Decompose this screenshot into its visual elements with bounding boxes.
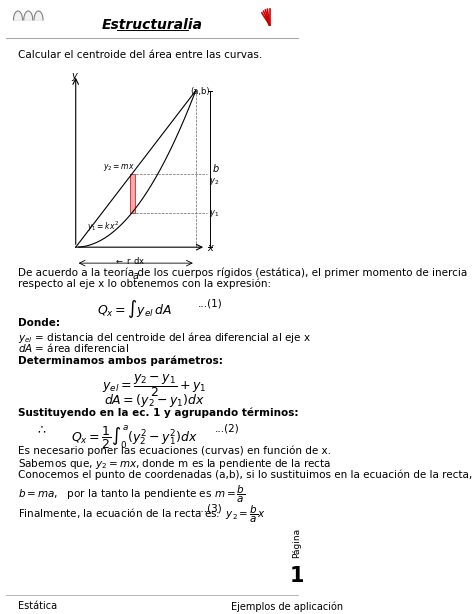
Text: $y_{el} = \dfrac{y_2 - y_1}{2} + y_1$: $y_{el} = \dfrac{y_2 - y_1}{2} + y_1$ bbox=[102, 371, 206, 398]
Text: ...(2): ...(2) bbox=[215, 424, 240, 433]
Text: Estática: Estática bbox=[18, 601, 57, 611]
Text: Finalmente, la ecuación de la recta es:  $y_2 = \dfrac{b}{a}x$: Finalmente, la ecuación de la recta es: … bbox=[18, 503, 266, 524]
Text: $Q_x = \dfrac{1}{2}\int_0^a (y_2^2 - y_1^2)dx$: $Q_x = \dfrac{1}{2}\int_0^a (y_2^2 - y_1… bbox=[72, 424, 198, 451]
Bar bbox=[129, 174, 135, 212]
Text: De acuerdo a la teoría de los cuerpos rígidos (estática), el primer momento de i: De acuerdo a la teoría de los cuerpos rí… bbox=[18, 267, 467, 278]
Text: b: b bbox=[213, 164, 219, 174]
Text: a: a bbox=[133, 271, 139, 281]
Text: (a,b): (a,b) bbox=[191, 87, 210, 96]
Text: Es necesario poner las ecuaciones (curvas) en función de x.: Es necesario poner las ecuaciones (curva… bbox=[18, 446, 331, 456]
Text: Ejemplos de aplicación: Ejemplos de aplicación bbox=[231, 601, 343, 612]
Text: $y_2 = mx$: $y_2 = mx$ bbox=[103, 163, 134, 174]
Text: $\leftarrow$ r dx: $\leftarrow$ r dx bbox=[114, 255, 145, 266]
Text: Sustituyendo en la ec. 1 y agrupando términos:: Sustituyendo en la ec. 1 y agrupando tér… bbox=[18, 408, 299, 418]
Text: x: x bbox=[207, 243, 213, 253]
Text: Página: Página bbox=[292, 528, 301, 558]
Text: Estructuralia: Estructuralia bbox=[101, 18, 202, 32]
Text: ...(3): ...(3) bbox=[198, 503, 222, 513]
Text: Donde:: Donde: bbox=[18, 318, 60, 328]
Text: $dA$ = área diferencial: $dA$ = área diferencial bbox=[18, 341, 129, 354]
Text: $b = ma$,   por la tanto la pendiente es $m = \dfrac{b}{a}$: $b = ma$, por la tanto la pendiente es $… bbox=[18, 483, 246, 505]
Text: Calcular el centroide del área entre las curvas.: Calcular el centroide del área entre las… bbox=[18, 50, 262, 60]
Text: y: y bbox=[71, 71, 77, 81]
Text: $y_{el}$ = distancia del centroide del área diferencial al eje x: $y_{el}$ = distancia del centroide del á… bbox=[18, 330, 311, 345]
Text: Sabemos que, $y_2 = mx$, donde m es la pendiente de la recta: Sabemos que, $y_2 = mx$, donde m es la p… bbox=[18, 457, 331, 472]
Text: $dA = (y_2 - y_1)dx$: $dA = (y_2 - y_1)dx$ bbox=[103, 392, 204, 409]
Text: Determinamos ambos parámetros:: Determinamos ambos parámetros: bbox=[18, 356, 223, 367]
Text: Conocemos el punto de coordenadas (a,b), si lo sustituimos en la ecuación de la : Conocemos el punto de coordenadas (a,b),… bbox=[18, 470, 474, 480]
Text: $y_2$: $y_2$ bbox=[209, 176, 219, 187]
Text: 1: 1 bbox=[289, 566, 304, 586]
Text: respecto al eje x lo obtenemos con la expresión:: respecto al eje x lo obtenemos con la ex… bbox=[18, 278, 271, 289]
Text: $y_1 = kx^2$: $y_1 = kx^2$ bbox=[87, 219, 119, 234]
Text: ...(1): ...(1) bbox=[198, 298, 222, 308]
Text: $y_1$: $y_1$ bbox=[209, 208, 219, 219]
Text: $Q_x = \int y_{el}\, dA$: $Q_x = \int y_{el}\, dA$ bbox=[97, 298, 173, 320]
Text: $\therefore$: $\therefore$ bbox=[35, 424, 47, 437]
